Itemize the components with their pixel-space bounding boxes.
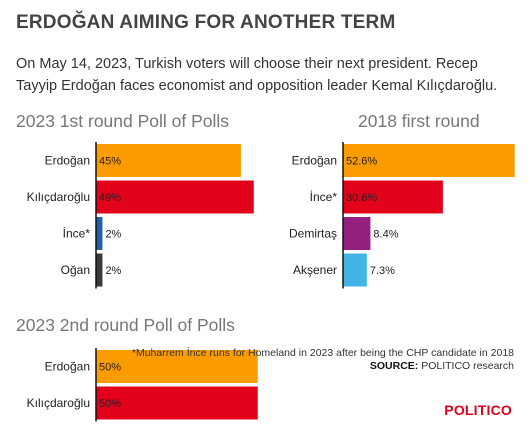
bar-ince	[343, 180, 443, 214]
category-label-ogan: Oğan	[61, 263, 90, 277]
category-label-erdogan: Erdoğan	[45, 154, 90, 168]
category-label-ince: İnce*	[63, 227, 91, 241]
value-label-erdogan: 45%	[99, 156, 121, 168]
bar-kilicdaroglu	[96, 386, 258, 420]
source-value: POLITICO research	[418, 360, 514, 372]
bar-ince	[96, 217, 103, 250]
politico-logo: POLITICO	[444, 402, 512, 418]
value-label-demirtas: 8.4%	[373, 229, 398, 241]
value-label-ince: 30.6%	[346, 192, 377, 204]
footnote: *Muharrem İnce runs for Homeland in 2023…	[132, 347, 514, 373]
value-label-kilicdaroglu: 49%	[99, 192, 121, 204]
bar-demirtas	[343, 217, 371, 250]
bar-kilicdaroglu	[96, 180, 254, 214]
chart-2-title: 2018 first round	[358, 111, 480, 131]
intro-text: On May 14, 2023, Turkish voters will cho…	[16, 56, 498, 94]
source-label: SOURCE:	[369, 360, 419, 372]
value-label-erdogan: 52.6%	[346, 156, 377, 168]
category-label-kilicdaroglu: Kılıçdaroğlu	[27, 190, 90, 204]
bar-ogan	[96, 253, 103, 287]
value-label-erdogan: 50%	[99, 362, 121, 374]
source-line: SOURCE: POLITICO research	[132, 360, 514, 373]
value-label-ince: 2%	[105, 229, 121, 241]
category-label-aksener: Akşener	[293, 263, 337, 277]
footnote-text: *Muharrem İnce runs for Homeland in 2023…	[131, 347, 514, 359]
chart-3-title: 2023 2nd round Poll of Polls	[16, 315, 235, 335]
category-label-ince: İnce*	[310, 190, 338, 204]
headline: ERDOĞAN AIMING FOR ANOTHER TERM	[16, 12, 396, 33]
bar-aksener	[343, 253, 367, 287]
bar-erdogan	[96, 350, 258, 383]
bar-erdogan	[96, 144, 241, 177]
category-label-kilicdaroglu: Kılıçdaroğlu	[27, 396, 90, 410]
bar-erdogan	[343, 144, 515, 177]
category-label-erdogan: Erdoğan	[292, 154, 337, 168]
value-label-aksener: 7.3%	[370, 265, 395, 277]
value-label-ogan: 2%	[105, 265, 121, 277]
value-label-kilicdaroglu: 50%	[99, 398, 121, 410]
chart-1-title: 2023 1st round Poll of Polls	[16, 111, 230, 131]
category-label-demirtas: Demirtaş	[289, 227, 337, 241]
category-label-erdogan: Erdoğan	[45, 360, 90, 374]
